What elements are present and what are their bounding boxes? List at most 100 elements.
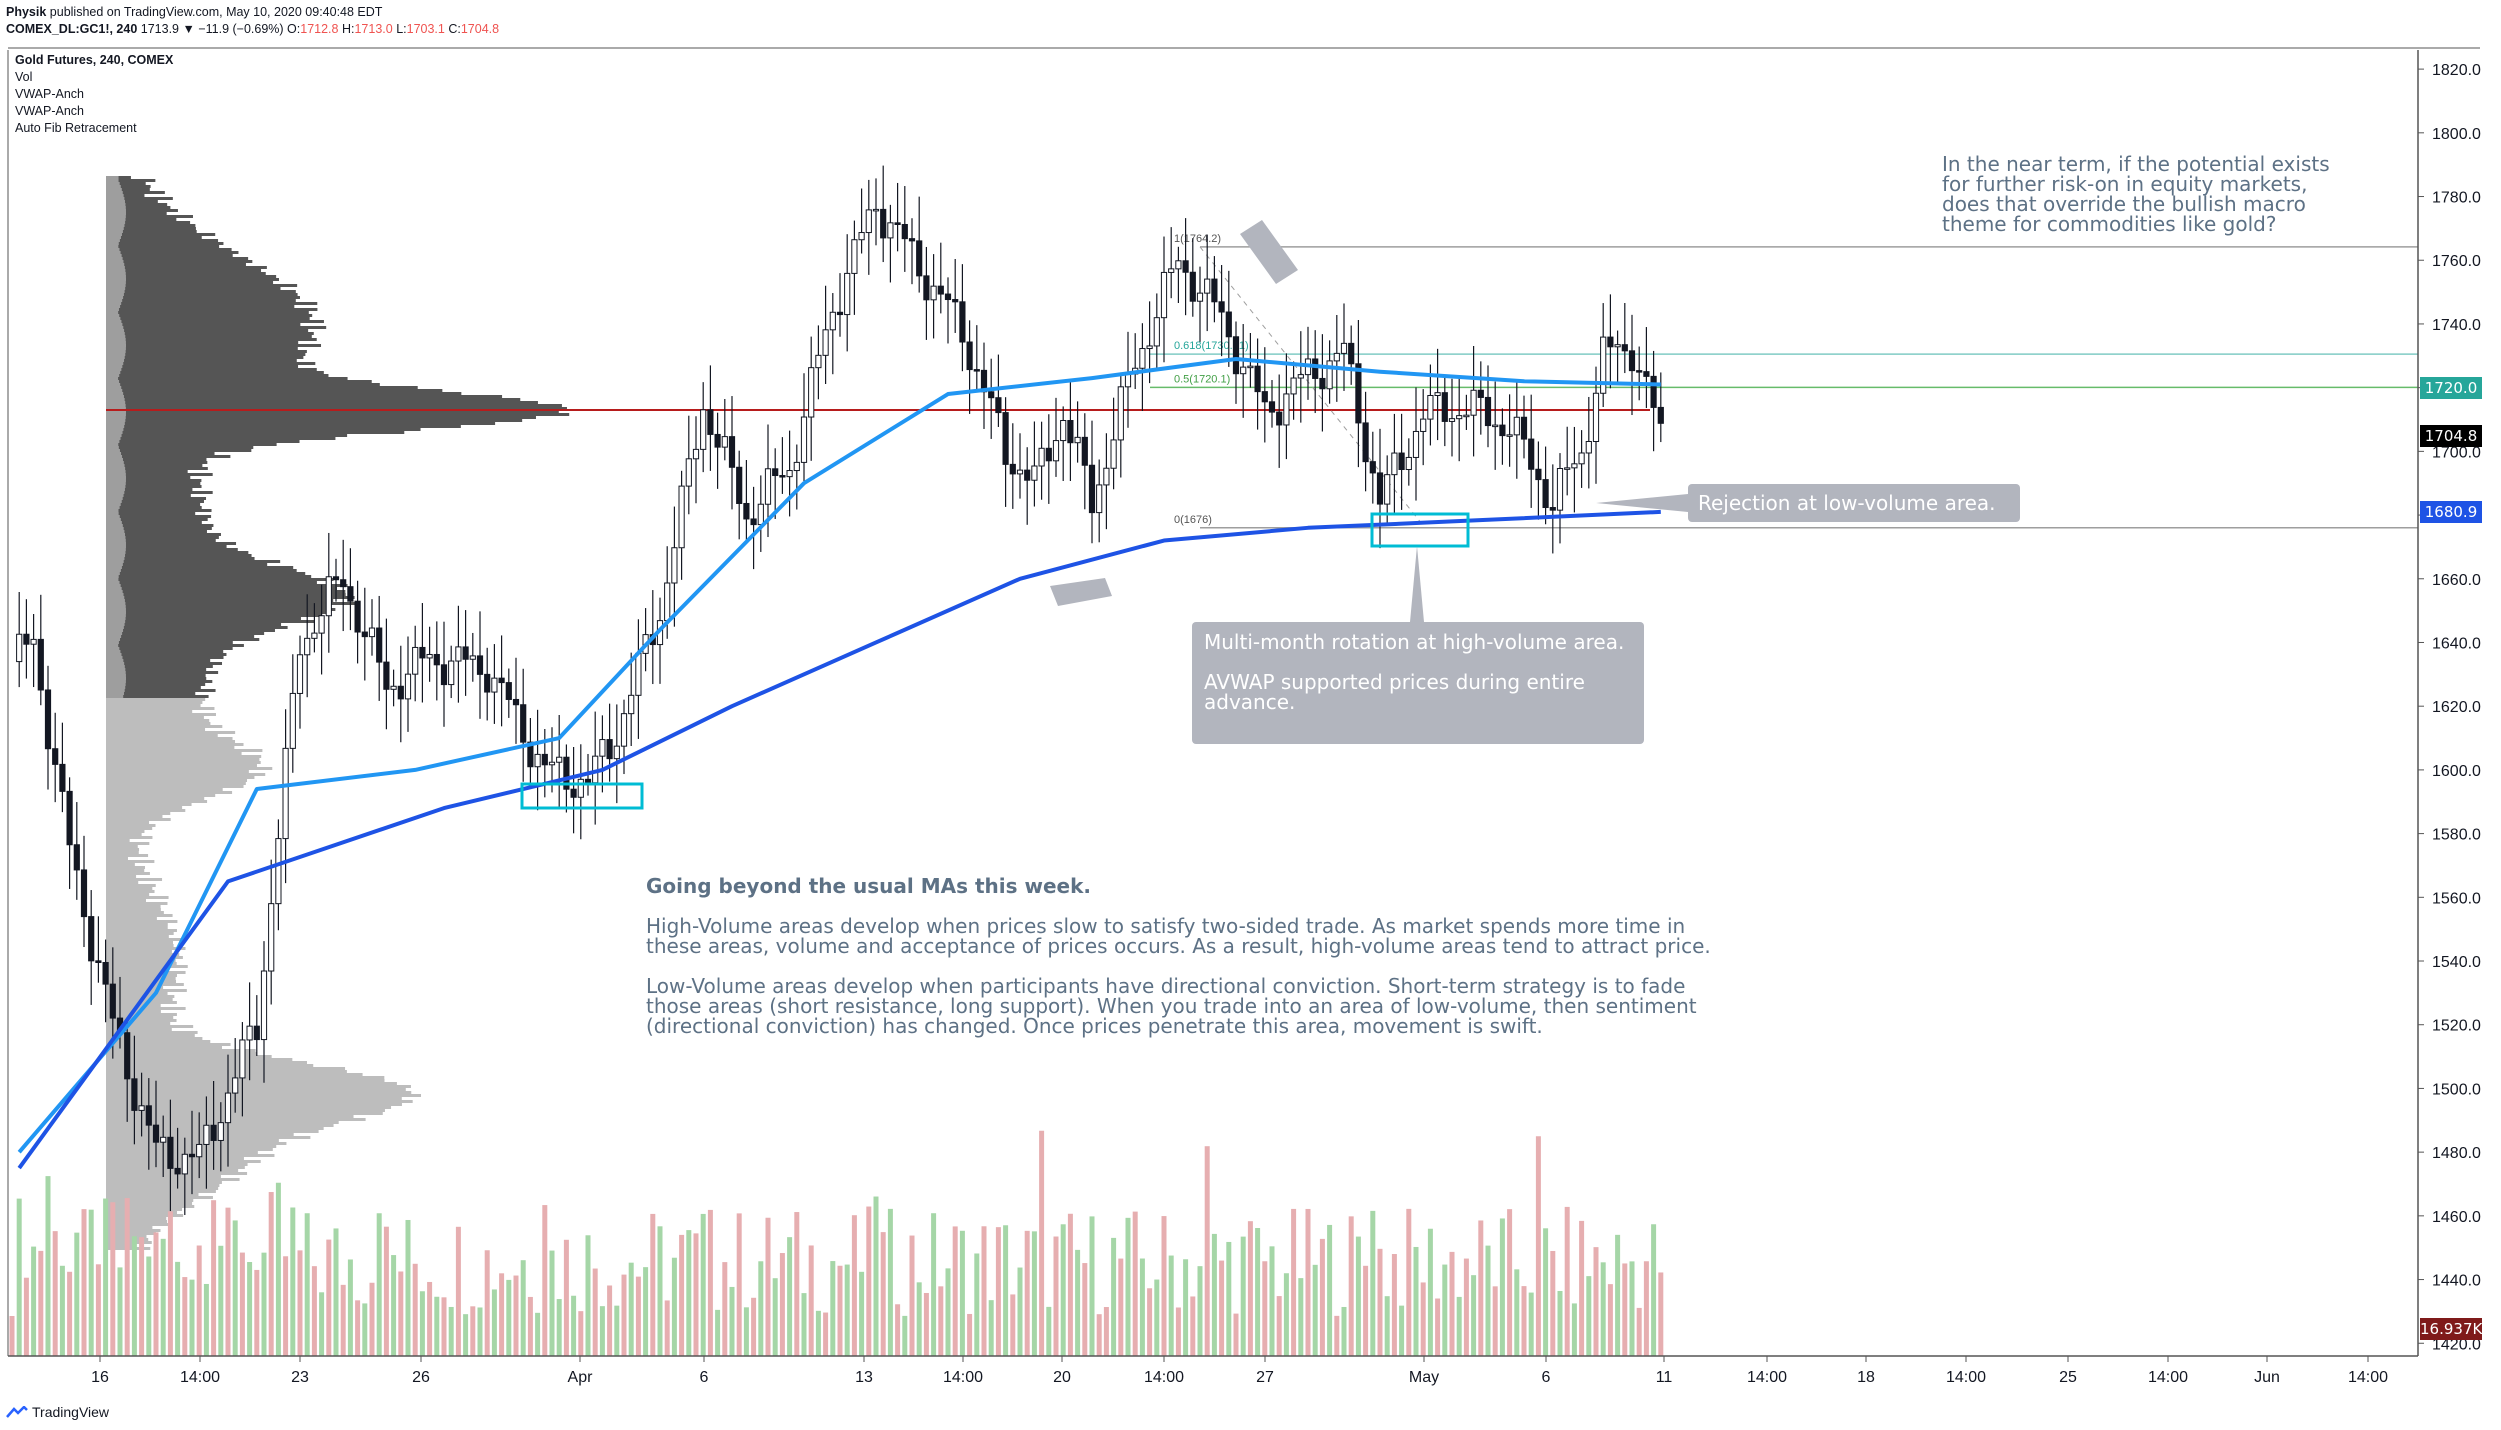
profile-row bbox=[106, 803, 192, 806]
legend-fib[interactable]: Auto Fib Retracement bbox=[15, 121, 137, 135]
profile-row bbox=[106, 929, 177, 932]
profile-row bbox=[106, 521, 202, 524]
volume-bar bbox=[873, 1196, 879, 1356]
candle-up bbox=[678, 485, 685, 549]
profile-row bbox=[106, 845, 138, 848]
profile-row-value bbox=[106, 287, 126, 290]
profile-row bbox=[106, 1067, 346, 1070]
profile-row bbox=[106, 281, 274, 284]
profile-row-value bbox=[106, 392, 124, 395]
tradingview-brand[interactable]: TradingView bbox=[6, 1404, 109, 1420]
candle-up bbox=[620, 713, 628, 747]
profile-row bbox=[106, 326, 327, 329]
candle-down bbox=[988, 391, 995, 399]
candle-up bbox=[858, 232, 865, 241]
profile-row-value bbox=[106, 485, 126, 488]
candle-up bbox=[800, 416, 808, 463]
price-tag-last: 1704.8 bbox=[2420, 425, 2482, 448]
profile-row-value bbox=[106, 632, 123, 635]
volume-bar bbox=[398, 1271, 404, 1356]
volume-bar bbox=[74, 1232, 80, 1356]
legend-vwap-1[interactable]: VWAP-Anch bbox=[15, 87, 85, 101]
candle-up bbox=[217, 1122, 224, 1141]
volume-bar bbox=[981, 1226, 987, 1356]
profile-row bbox=[106, 347, 298, 350]
volume-bar bbox=[175, 1261, 181, 1356]
x-tick-label: 14:00 bbox=[2348, 1369, 2388, 1386]
profile-row bbox=[106, 800, 208, 803]
candle-down bbox=[1441, 392, 1448, 422]
x-tick-label: 11 bbox=[1656, 1369, 1673, 1386]
profile-row bbox=[106, 977, 176, 980]
profile-row bbox=[106, 371, 324, 374]
profile-row bbox=[106, 809, 186, 812]
volume-bar bbox=[909, 1235, 915, 1356]
candle-up bbox=[1060, 420, 1067, 442]
volume-bar bbox=[1579, 1220, 1585, 1356]
legend-title[interactable]: Gold Futures, 240, COMEX bbox=[15, 53, 174, 67]
candle-down bbox=[1643, 371, 1650, 377]
price-axis[interactable]: 1420.0 1440.0 1460.0 1480.0 1500.0 1520.0 1540… bbox=[2418, 62, 2481, 1353]
volume-bar bbox=[1118, 1258, 1124, 1356]
profile-row bbox=[106, 608, 336, 611]
volume-bar bbox=[477, 1307, 483, 1356]
profile-row-value bbox=[106, 239, 120, 242]
profile-row bbox=[106, 395, 503, 398]
volume-bar bbox=[182, 1277, 188, 1356]
candle-down bbox=[1254, 365, 1261, 393]
profile-row bbox=[106, 1028, 172, 1031]
profile-row bbox=[106, 329, 309, 332]
volume-bar bbox=[1420, 1282, 1426, 1356]
profile-row bbox=[106, 398, 521, 401]
legend-vol[interactable]: Vol bbox=[15, 70, 33, 84]
volume-bar bbox=[153, 1232, 159, 1356]
candle-down bbox=[498, 677, 505, 684]
volume-bar bbox=[657, 1226, 663, 1356]
volume-bar bbox=[923, 1292, 929, 1356]
profile-row bbox=[106, 422, 496, 425]
profile-row-value bbox=[106, 389, 123, 392]
profile-row bbox=[106, 1046, 222, 1049]
profile-row-value bbox=[106, 197, 125, 200]
profile-row bbox=[106, 740, 236, 743]
volume-profile bbox=[106, 176, 570, 1250]
volume-bar bbox=[283, 1256, 289, 1356]
volume-bar bbox=[333, 1228, 339, 1356]
profile-row bbox=[106, 731, 236, 734]
profile-row bbox=[106, 698, 206, 701]
profile-row bbox=[106, 599, 334, 602]
profile-row bbox=[106, 1013, 177, 1016]
candle-up bbox=[1038, 447, 1045, 467]
profile-row-value bbox=[106, 422, 125, 425]
profile-row bbox=[106, 1220, 168, 1223]
profile-row-value bbox=[106, 332, 125, 335]
profile-row-value bbox=[106, 431, 123, 434]
legend-vwap-2[interactable]: VWAP-Anch bbox=[15, 104, 85, 118]
profile-row bbox=[106, 1073, 363, 1076]
profile-row bbox=[106, 278, 279, 281]
time-axis[interactable]: 16 14:00 23 26 Apr 6 13 14:00 20 14:00 27 May 6 11 14:… bbox=[91, 1356, 2388, 1386]
volume-bar bbox=[1391, 1254, 1397, 1356]
profile-row bbox=[106, 554, 252, 557]
author-name[interactable]: Physik bbox=[6, 5, 47, 19]
candle-up bbox=[1571, 463, 1578, 469]
profile-row bbox=[106, 926, 168, 929]
profile-row-value bbox=[106, 203, 126, 206]
candle-up bbox=[1168, 268, 1175, 273]
volume-bar bbox=[1471, 1275, 1477, 1356]
profile-row-value bbox=[106, 578, 119, 581]
candle-down bbox=[894, 222, 901, 225]
profile-row bbox=[106, 1202, 193, 1205]
profile-row-value bbox=[106, 185, 121, 188]
profile-row bbox=[106, 902, 168, 905]
profile-row bbox=[106, 707, 215, 710]
volume-bar bbox=[671, 1257, 677, 1356]
candle-down bbox=[728, 436, 736, 468]
tradingview-logo-icon bbox=[6, 1406, 28, 1418]
profile-row bbox=[106, 317, 310, 320]
candle-down bbox=[1542, 479, 1549, 509]
profile-row bbox=[106, 1070, 347, 1073]
candle-down bbox=[476, 655, 484, 675]
y-tick-label: 1820.0 bbox=[2432, 62, 2481, 79]
